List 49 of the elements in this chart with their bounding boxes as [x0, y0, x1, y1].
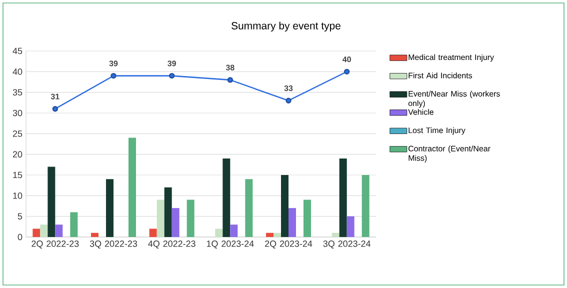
y-tick-label: 5 [18, 213, 22, 220]
y-tick-label: 40 [12, 68, 22, 75]
y-tick-label: 35 [12, 89, 22, 96]
chart-title: Summary by event type [232, 22, 340, 32]
bar [40, 224, 48, 237]
y-tick-label: 15 [13, 172, 22, 178]
y-tick-label: 30 [12, 110, 22, 116]
point [227, 77, 234, 83]
bar [230, 224, 238, 237]
bar [281, 175, 289, 237]
x-tick-label: 4Q 2022-23 [148, 240, 196, 248]
x-tick-label: 3Q 2022-23 [90, 240, 138, 248]
x-tick-label: 3Q 2023-24 [323, 240, 370, 248]
bar [346, 216, 354, 237]
bar [149, 228, 157, 237]
bar [266, 232, 274, 237]
bar [186, 200, 194, 237]
bar [156, 200, 164, 237]
bar [274, 232, 282, 237]
bar [332, 232, 340, 237]
bar [55, 224, 63, 237]
y-tick-label: 10 [13, 192, 22, 199]
bar [288, 208, 296, 237]
bar [32, 228, 40, 237]
bar [164, 187, 172, 237]
point [52, 106, 58, 112]
y-tick-label: 45 [12, 48, 22, 54]
y-tick-label: 0 [18, 234, 22, 240]
bar [304, 200, 312, 237]
bar [245, 179, 253, 237]
y-tick-label: 25 [12, 130, 22, 137]
bar [91, 232, 99, 237]
bar [172, 208, 180, 237]
bar [339, 158, 347, 237]
bar [70, 212, 78, 237]
x-tick-label: 2Q 2023-24 [265, 240, 312, 248]
bar [128, 138, 136, 237]
bar [48, 166, 56, 237]
point [110, 72, 116, 79]
point [344, 68, 350, 75]
bar [215, 228, 223, 237]
point [168, 72, 175, 79]
x-tick-label: 2Q 2022-23 [32, 240, 79, 248]
bar [362, 175, 370, 237]
y-tick-label: 20 [12, 151, 22, 158]
x-tick-label: 1Q 2023-24 [206, 240, 254, 248]
bar [222, 158, 230, 237]
point [286, 98, 292, 104]
bar [106, 179, 114, 237]
